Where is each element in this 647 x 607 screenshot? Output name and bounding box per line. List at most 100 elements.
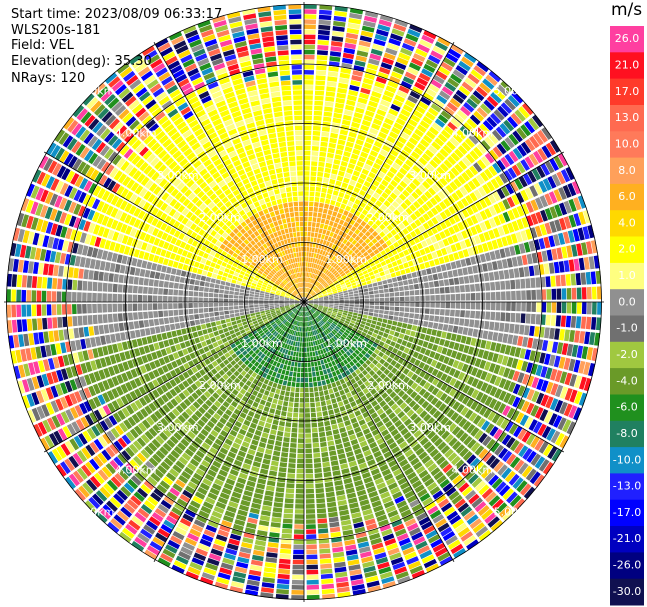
velocity-gate (580, 316, 587, 329)
velocity-gate (338, 453, 346, 460)
velocity-gate (591, 286, 597, 300)
velocity-gate (464, 238, 472, 248)
velocity-gate (229, 469, 239, 477)
velocity-gate (313, 325, 317, 330)
velocity-gate (444, 434, 454, 444)
velocity-gate (202, 478, 213, 487)
velocity-gate (354, 266, 361, 272)
velocity-gate (507, 394, 516, 406)
velocity-gate (310, 412, 317, 418)
velocity-gate (214, 438, 224, 446)
velocity-gate (156, 484, 168, 494)
velocity-gate (572, 228, 580, 242)
velocity-gate (374, 309, 379, 314)
velocity-gate (344, 320, 350, 325)
velocity-gate (462, 420, 472, 431)
velocity-gate (417, 339, 424, 346)
velocity-gate (209, 487, 220, 496)
velocity-gate (245, 415, 253, 422)
velocity-gate (396, 57, 409, 66)
velocity-gate (257, 478, 267, 485)
velocity-gate (423, 63, 436, 73)
velocity-gate (317, 166, 324, 172)
velocity-gate (311, 146, 319, 151)
velocity-gate (281, 324, 285, 329)
velocity-gate (342, 198, 349, 205)
velocity-gate (439, 287, 445, 294)
velocity-gate (433, 242, 440, 250)
velocity-gate (343, 353, 349, 359)
velocity-gate (345, 424, 353, 431)
velocity-gate (97, 469, 109, 481)
velocity-gate (403, 262, 409, 269)
velocity-gate (425, 238, 433, 246)
velocity-gate (306, 247, 310, 252)
velocity-gate (289, 312, 294, 316)
velocity-gate (116, 510, 129, 522)
velocity-gate (319, 271, 323, 277)
velocity-gate (341, 436, 350, 443)
velocity-gate (184, 485, 196, 495)
velocity-gate (537, 423, 547, 436)
velocity-gate (390, 557, 404, 566)
velocity-gate (462, 450, 473, 461)
velocity-gate (436, 345, 443, 354)
velocity-gate (528, 265, 535, 277)
velocity-gate (435, 214, 443, 223)
velocity-gate (405, 33, 419, 43)
velocity-gate (285, 422, 292, 428)
velocity-gate (432, 155, 442, 165)
velocity-gate (502, 333, 509, 344)
velocity-gate (318, 295, 323, 298)
velocity-gate (193, 472, 203, 482)
velocity-gate (302, 307, 304, 312)
velocity-gate (521, 217, 529, 228)
velocity-gate (357, 541, 370, 549)
velocity-gate (405, 254, 412, 262)
velocity-gate (307, 294, 311, 299)
velocity-gate (323, 305, 329, 307)
velocity-gate (275, 356, 280, 362)
velocity-gate (334, 318, 340, 322)
velocity-gate (314, 302, 319, 304)
velocity-gate (365, 264, 371, 270)
velocity-gate (315, 323, 319, 329)
velocity-gate (371, 380, 378, 388)
velocity-gate (466, 423, 476, 434)
velocity-gate (507, 116, 519, 129)
velocity-gate (393, 316, 399, 321)
velocity-gate (413, 461, 423, 471)
velocity-gate (354, 235, 361, 242)
velocity-gate (501, 467, 512, 480)
velocity-gate (344, 306, 349, 309)
velocity-gate (335, 485, 344, 491)
velocity-gate (327, 291, 333, 294)
velocity-gate (382, 220, 390, 227)
velocity-gate (310, 176, 316, 182)
velocity-gate (222, 401, 230, 408)
velocity-gate (391, 126, 401, 135)
velocity-gate (231, 413, 239, 420)
velocity-gate (444, 208, 452, 218)
velocity-gate (332, 190, 339, 196)
velocity-gate (270, 365, 276, 371)
velocity-gate (295, 387, 300, 393)
velocity-gate (331, 371, 337, 377)
velocity-gate (336, 212, 342, 219)
velocity-gate (427, 321, 434, 328)
velocity-gate (285, 370, 290, 376)
velocity-gate (387, 424, 396, 433)
velocity-gate (414, 219, 422, 227)
velocity-gate (101, 466, 113, 478)
velocity-gate (419, 120, 430, 129)
velocity-gate (430, 50, 443, 60)
velocity-gate (278, 357, 283, 363)
velocity-gate (438, 240, 445, 249)
velocity-gate (309, 300, 314, 302)
velocity-gate (288, 376, 293, 382)
velocity-gate (256, 530, 268, 537)
velocity-gate (372, 43, 385, 52)
velocity-gate (360, 423, 368, 431)
velocity-gate (500, 280, 506, 290)
velocity-gate (240, 370, 247, 377)
